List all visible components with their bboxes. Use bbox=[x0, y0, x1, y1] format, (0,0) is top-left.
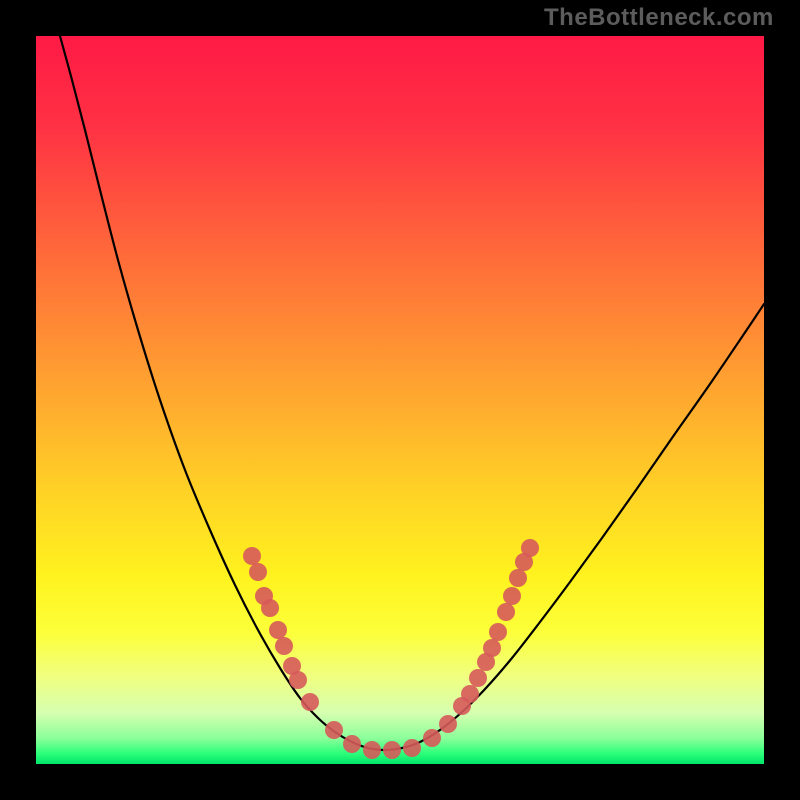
chart-frame bbox=[0, 0, 800, 800]
watermark-text: TheBottleneck.com bbox=[544, 4, 774, 32]
